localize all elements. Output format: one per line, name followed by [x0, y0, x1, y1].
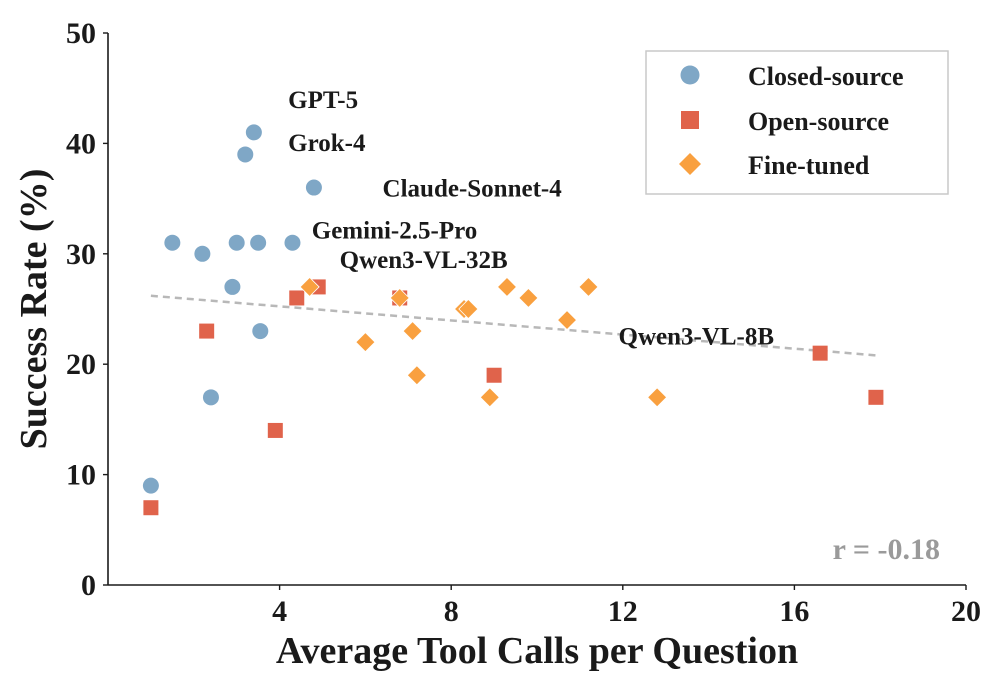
trend-line	[150, 294, 877, 357]
legend-open-label: Open-source	[748, 107, 889, 136]
model-annotation: Claude-Sonnet-4	[383, 175, 563, 202]
y-tick-label: 40	[66, 127, 96, 160]
point-open-source	[486, 367, 502, 383]
model-annotation: Gemini-2.5-Pro	[312, 217, 477, 244]
point-closed-source	[252, 323, 269, 340]
trend-layer	[150, 294, 877, 357]
point-open-source	[199, 323, 215, 339]
model-annotation: Grok-4	[288, 130, 366, 157]
legend-finetuned-marker	[679, 153, 701, 175]
legend-closed-label: Closed-source	[748, 62, 904, 91]
point-closed-source	[245, 124, 262, 141]
y-tick-label: 10	[66, 459, 96, 492]
legend: Closed-source Open-source Fine-tuned	[645, 50, 949, 195]
x-tick-label: 4	[272, 595, 287, 628]
x-tick-label: 20	[951, 595, 981, 628]
point-fine-tuned	[479, 387, 500, 408]
legend-finetuned-label: Fine-tuned	[748, 151, 870, 180]
x-tick-label: 12	[608, 595, 638, 628]
point-closed-source	[142, 477, 159, 494]
point-fine-tuned	[355, 332, 376, 353]
point-closed-source	[228, 234, 245, 251]
correlation-label: r = -0.18	[833, 533, 940, 566]
ticks-layer: 0 10 20 30 40 50 4 8 12 16 20	[66, 17, 981, 628]
legend-open-marker	[681, 111, 699, 129]
y-tick-label: 0	[81, 569, 96, 602]
point-open-source	[267, 422, 283, 438]
axes-layer	[107, 33, 966, 586]
point-fine-tuned	[389, 287, 410, 309]
point-closed-source	[224, 278, 241, 295]
point-closed-source	[237, 146, 254, 163]
point-closed-source	[305, 179, 322, 196]
point-fine-tuned	[406, 365, 427, 386]
model-annotation: Qwen3-VL-8B	[619, 323, 775, 350]
model-annotation: GPT-5	[288, 87, 358, 114]
model-annotation: Qwen3-VL-32B	[340, 247, 508, 274]
point-open-source	[812, 345, 828, 361]
x-axis-title: Average Tool Calls per Question	[276, 630, 798, 672]
point-open-source	[868, 389, 884, 405]
point-fine-tuned	[647, 387, 668, 408]
point-closed-source	[164, 234, 181, 251]
point-open-source	[289, 290, 305, 306]
point-closed-source	[202, 389, 219, 406]
point-fine-tuned	[402, 321, 423, 342]
y-axis-title: Success Rate (%)	[13, 169, 55, 450]
point-fine-tuned	[299, 276, 320, 297]
legend-closed-marker	[680, 65, 700, 85]
y-tick-label: 50	[66, 17, 96, 50]
x-tick-label: 16	[779, 595, 809, 628]
annotations-layer: GPT-5 Grok-4 Claude-Sonnet-4 Gemini-2.5-Pro…	[288, 87, 774, 350]
point-fine-tuned	[578, 276, 599, 297]
point-open-source	[143, 500, 159, 516]
point-fine-tuned	[556, 309, 578, 331]
point-fine-tuned	[518, 287, 539, 309]
point-fine-tuned	[496, 276, 518, 297]
y-tick-label: 30	[66, 238, 96, 271]
x-tick-label: 8	[444, 595, 459, 628]
point-closed-source	[194, 245, 211, 262]
point-closed-source	[284, 234, 301, 251]
points-layer	[142, 124, 884, 516]
point-fine-tuned	[458, 298, 479, 320]
point-closed-source	[250, 234, 267, 251]
y-tick-label: 20	[66, 348, 96, 381]
